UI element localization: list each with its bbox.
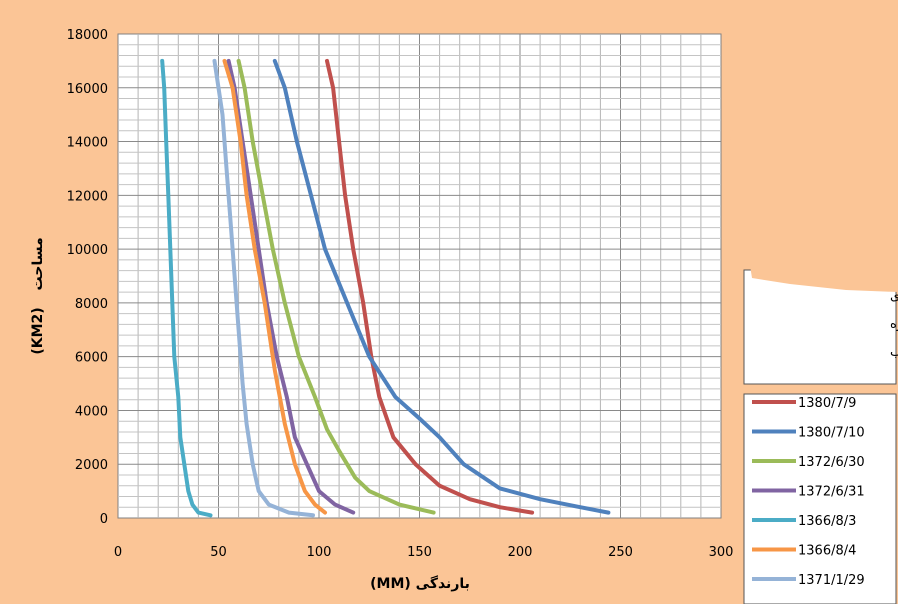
grid-lines	[118, 34, 721, 518]
y-tick-label: 2000	[75, 458, 108, 473]
legend-label: 1380/7/10	[798, 426, 865, 441]
series-line	[212, 58, 315, 518]
y-tick-label: 12000	[67, 189, 108, 204]
y-tick-label: 6000	[75, 351, 108, 366]
y-tick-label: 10000	[67, 243, 108, 258]
y-tick-label: 8000	[75, 297, 108, 312]
y-axis-title-unit: (KM2)	[30, 307, 46, 354]
series-line	[236, 58, 436, 515]
series-line	[160, 58, 213, 518]
x-tick-label: 100	[307, 545, 332, 560]
legend-label: 1366/8/3	[798, 514, 856, 529]
y-axis-title-name: مساحت	[30, 237, 46, 290]
y-tick-label: 0	[100, 512, 108, 527]
title-line-1: نمودار دی ای دی	[890, 289, 898, 304]
y-tick-label: 14000	[67, 136, 108, 151]
tick-labels: 0 50 100 150 200 250 300 0 2000 4000 6000 8000 10000…	[67, 28, 734, 560]
y-axis-title: (KM2) مساحت	[30, 237, 46, 354]
series-lines	[160, 58, 611, 518]
title-line-3: توفان های منتخب	[890, 345, 898, 360]
x-tick-label: 50	[210, 545, 227, 560]
series-line	[272, 58, 611, 515]
y-tick-label: 16000	[67, 82, 108, 97]
legend-label: 1380/7/9	[798, 396, 856, 411]
series-line	[325, 58, 535, 515]
y-tick-label: 4000	[75, 404, 108, 419]
legend-label: 1366/8/4	[798, 544, 856, 559]
x-tick-label: 150	[407, 545, 432, 560]
legend-label: 1372/6/31	[798, 485, 865, 500]
series-line	[222, 58, 327, 515]
title-overlay	[722, 20, 898, 292]
y-axis-title-group: (KM2) مساحت	[30, 237, 46, 354]
title-line-2: بارش های 1 روزه	[890, 317, 898, 332]
legend-box	[743, 393, 897, 604]
legend-label: 1372/6/30	[798, 455, 865, 470]
x-axis-title: بارندگی (MM)	[370, 575, 470, 592]
x-tick-label: 0	[114, 545, 122, 560]
x-tick-label: 200	[508, 545, 533, 560]
y-tick-label: 18000	[67, 28, 108, 43]
x-tick-label: 300	[709, 545, 734, 560]
legend-label: 1371/1/29	[798, 573, 865, 588]
x-tick-label: 250	[608, 545, 633, 560]
legend: 1380/7/9 1380/7/10 1372/6/30 1372/6/31 1366/…	[752, 396, 865, 588]
